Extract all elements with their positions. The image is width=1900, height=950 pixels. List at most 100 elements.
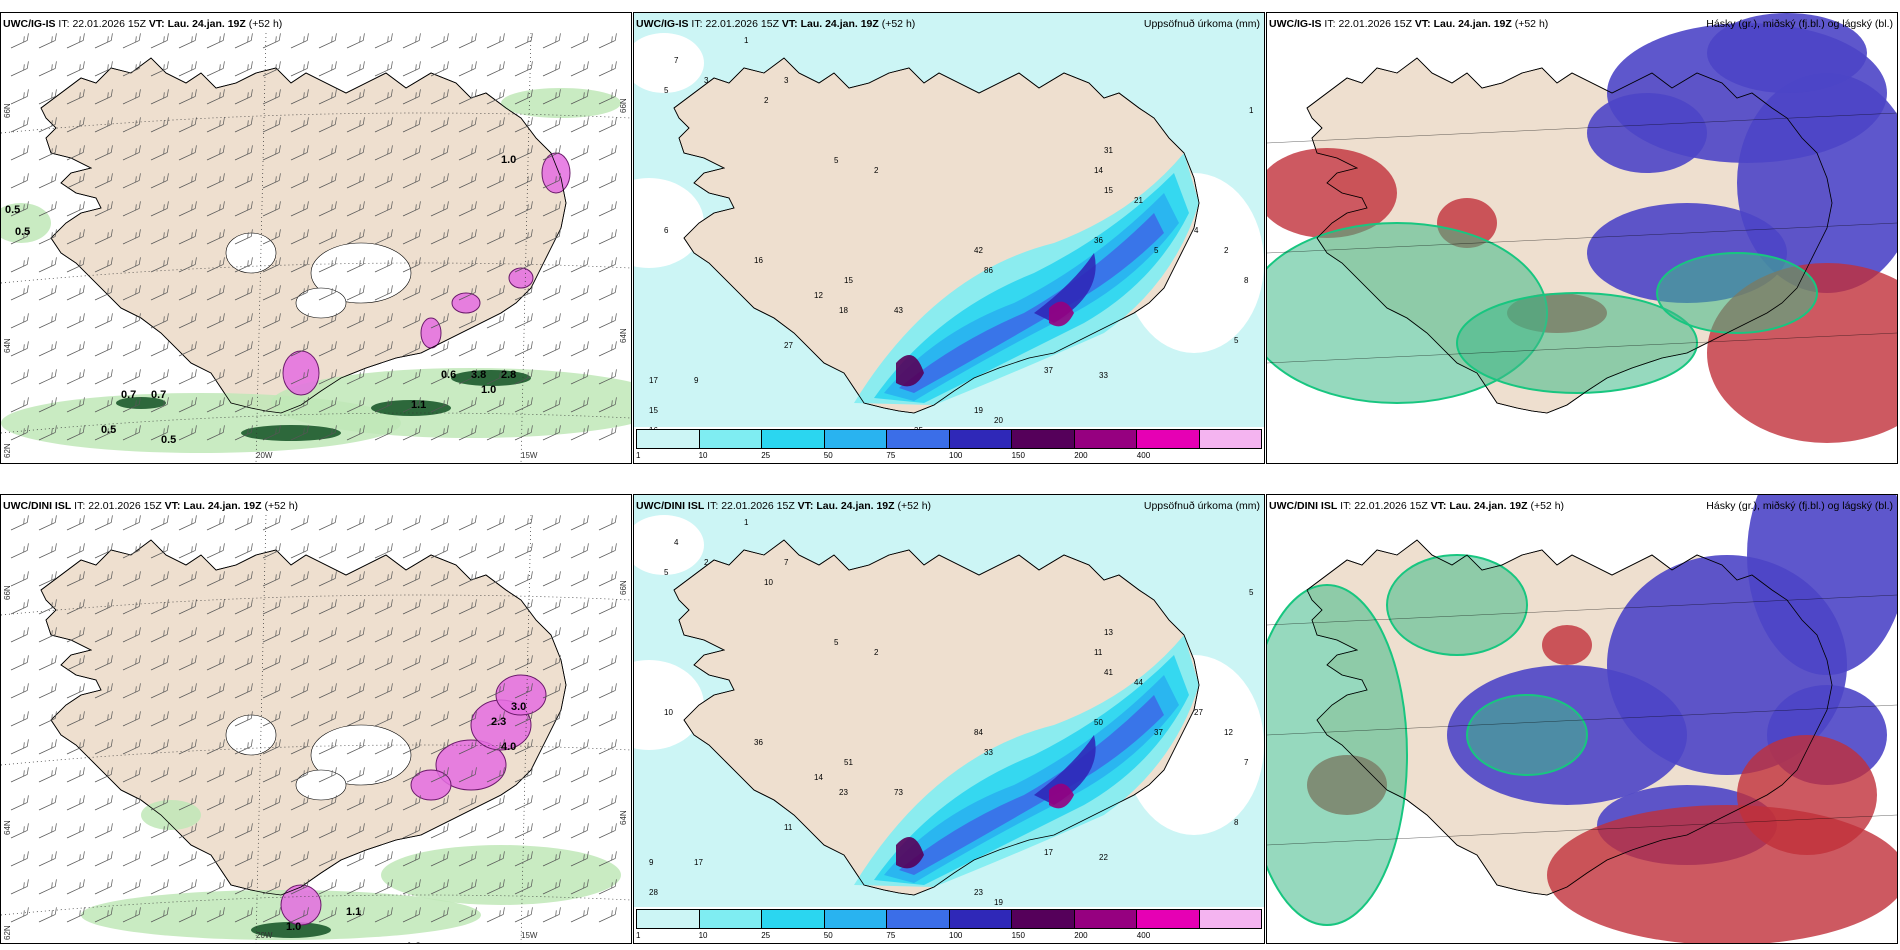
wind-barb: [262, 33, 281, 49]
wind-barb: [458, 683, 477, 699]
wind-barb: [290, 397, 309, 413]
wind-barb: [234, 739, 253, 755]
wind-barb: [430, 173, 449, 189]
wind-barb: [10, 145, 29, 161]
mid-cloud-area: [1542, 625, 1592, 665]
wind-barb: [514, 795, 533, 811]
wind-barb: [486, 145, 505, 161]
snow-area: [541, 152, 571, 194]
colorbar-segment: [762, 910, 825, 928]
wind-barb: [514, 425, 533, 441]
wind-barb: [570, 145, 589, 161]
wind-barb: [122, 341, 141, 357]
wind-barb: [430, 285, 449, 301]
wind-barb: [598, 117, 617, 133]
wind-barb: [402, 739, 421, 755]
wind-barb: [346, 285, 365, 301]
colorbar-segment: [1137, 910, 1200, 928]
wind-barb: [570, 257, 589, 273]
wind-barb: [66, 117, 85, 133]
precip-value: 41: [1104, 668, 1113, 677]
wind-barb: [38, 369, 57, 385]
precip-rate-value: 2.8: [501, 369, 516, 381]
wind-barb: [94, 257, 113, 273]
wind-barb: [598, 795, 617, 811]
wind-barb: [318, 89, 337, 105]
wind-barb: [234, 61, 253, 77]
dry-area: [634, 515, 704, 575]
glacier: [225, 232, 277, 274]
map-panel-2: UWC/IG-IS IT: 22.01.2026 15Z VT: Lau. 24…: [633, 12, 1265, 464]
latitude-label: 66N: [3, 103, 12, 118]
wind-barb: [318, 515, 337, 531]
rain-area: [501, 88, 621, 118]
wind-barb: [262, 823, 281, 839]
wind-barb: [262, 627, 281, 643]
wind-barb: [94, 285, 113, 301]
wind-barb: [486, 201, 505, 217]
wind-barb: [178, 285, 197, 301]
wind-barb: [346, 145, 365, 161]
wind-barb: [150, 683, 169, 699]
wind-barb: [318, 571, 337, 587]
wind-barb: [150, 341, 169, 357]
wind-barb: [374, 795, 393, 811]
wind-barb: [10, 33, 29, 49]
precip-value: 5: [834, 156, 839, 165]
wind-barb: [234, 879, 253, 895]
colorbar-tick-label: 25: [761, 931, 771, 940]
vt-label: VT:: [1414, 18, 1431, 30]
wind-barb: [234, 795, 253, 811]
precip-value: 15: [1104, 186, 1113, 195]
precip-value: 5: [1154, 246, 1159, 255]
wind-barb: [262, 599, 281, 615]
wind-barb: [346, 61, 365, 77]
wind-barb: [346, 879, 365, 895]
wind-barb: [598, 767, 617, 783]
wind-barb: [66, 33, 85, 49]
wind-barb: [542, 61, 561, 77]
wind-barb: [178, 89, 197, 105]
wind-barb: [290, 543, 309, 559]
precip-value: 1: [1249, 106, 1254, 115]
wind-barb: [318, 795, 337, 811]
wind-barb: [150, 229, 169, 245]
wind-barb: [66, 795, 85, 811]
wind-barb: [122, 257, 141, 273]
precip-value: 19: [974, 406, 983, 415]
wind-barb: [514, 397, 533, 413]
heavy-rain-area: [116, 397, 166, 409]
wind-barb: [66, 823, 85, 839]
wind-barb: [318, 627, 337, 643]
wind-barb: [514, 89, 533, 105]
wind-barb: [10, 739, 29, 755]
wind-barb: [206, 739, 225, 755]
wind-barb: [514, 285, 533, 301]
wind-barb: [150, 369, 169, 385]
wind-barb: [178, 117, 197, 133]
wind-barb: [402, 711, 421, 727]
wind-barb: [234, 571, 253, 587]
wind-barb: [374, 257, 393, 273]
heavy-rain-area: [451, 370, 531, 386]
wind-barb: [430, 145, 449, 161]
wind-barb: [570, 229, 589, 245]
wind-barb: [290, 89, 309, 105]
wind-barb: [458, 117, 477, 133]
wind-barb: [318, 117, 337, 133]
wind-barb: [262, 795, 281, 811]
wind-barb: [346, 655, 365, 671]
wind-barb: [94, 313, 113, 329]
wind-barb: [234, 599, 253, 615]
wind-barb: [94, 795, 113, 811]
init-time: 22.01.2026 15Z: [72, 18, 146, 30]
wind-barb: [178, 823, 197, 839]
wind-barb: [150, 571, 169, 587]
wind-barb: [206, 369, 225, 385]
wind-barb: [150, 655, 169, 671]
precip-band: [899, 695, 1164, 875]
wind-barb: [10, 313, 29, 329]
dry-area: [634, 660, 704, 750]
precip-value: 2: [704, 558, 709, 567]
wind-barb: [206, 543, 225, 559]
